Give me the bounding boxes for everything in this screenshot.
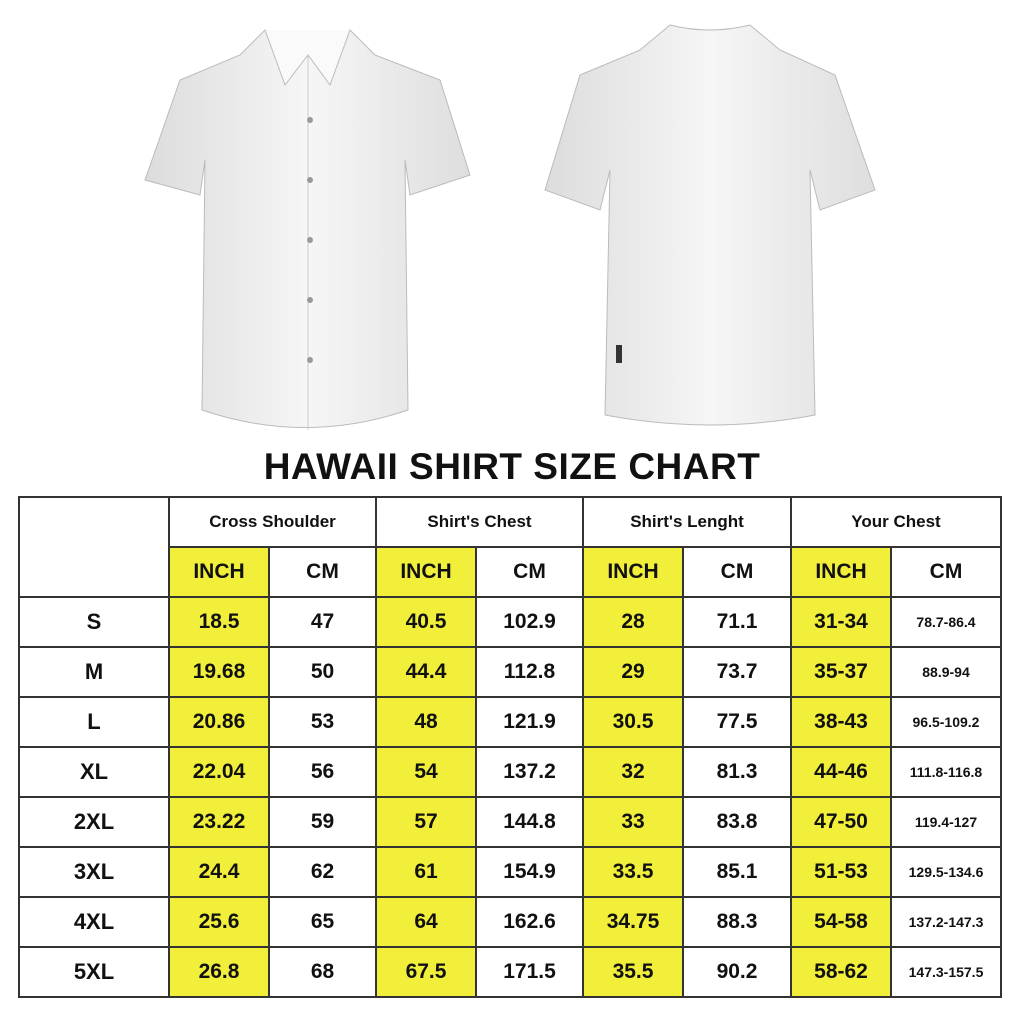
table-cell: 154.9 [475, 846, 584, 898]
table-cell: 34.75 [582, 896, 684, 948]
table-cell: 48 [375, 696, 477, 748]
table-cell: 56 [268, 746, 377, 798]
unit-header: CM [268, 546, 377, 598]
table-cell: 102.9 [475, 596, 584, 648]
size-label: M [18, 646, 170, 698]
table-cell: 29 [582, 646, 684, 698]
group-header: Shirt's Chest [375, 496, 584, 548]
table-cell: 23.22 [168, 796, 270, 848]
table-row: L 20.86 53 48 121.9 30.5 77.5 38-43 96.5-109.2 [18, 696, 1002, 748]
unit-header: CM [475, 546, 584, 598]
table-cell: 47 [268, 596, 377, 648]
group-header: Shirt's Lenght [582, 496, 792, 548]
table-cell: 31-34 [790, 596, 892, 648]
table-cell: 64 [375, 896, 477, 948]
table-cell: 162.6 [475, 896, 584, 948]
group-header-row: Cross Shoulder Shirt's Chest Shirt's Len… [18, 496, 1002, 598]
chart-title: HAWAII SHIRT SIZE CHART [263, 446, 761, 487]
table-cell: 77.5 [682, 696, 792, 748]
table-cell: 35-37 [790, 646, 892, 698]
table-cell: 35.5 [582, 946, 684, 998]
table-row: XL 22.04 56 54 137.2 32 81.3 44-46 111.8-116.8 [18, 746, 1002, 798]
table-cell: 47-50 [790, 796, 892, 848]
table-cell: 137.2 [475, 746, 584, 798]
unit-header: CM [682, 546, 792, 598]
table-cell: 54-58 [790, 896, 892, 948]
table-cell: 129.5-134.6 [890, 846, 1002, 898]
table-cell: 68 [268, 946, 377, 998]
size-label: 4XL [18, 896, 170, 948]
table-cell: 96.5-109.2 [890, 696, 1002, 748]
unit-header: INCH [375, 546, 477, 598]
table-cell: 50 [268, 646, 377, 698]
table-cell: 88.3 [682, 896, 792, 948]
table-cell: 65 [268, 896, 377, 948]
table-cell: 32 [582, 746, 684, 798]
table-cell: 24.4 [168, 846, 270, 898]
table-cell: 33 [582, 796, 684, 848]
table-row: 3XL 24.4 62 61 154.9 33.5 85.1 51-53 129.5-134.6 [18, 846, 1002, 898]
table-cell: 33.5 [582, 846, 684, 898]
table-cell: 28 [582, 596, 684, 648]
table-cell: 22.04 [168, 746, 270, 798]
table-cell: 81.3 [682, 746, 792, 798]
table-cell: 111.8-116.8 [890, 746, 1002, 798]
table-cell: 54 [375, 746, 477, 798]
size-label: L [18, 696, 170, 748]
table-cell: 71.1 [682, 596, 792, 648]
size-chart-table: Cross Shoulder Shirt's Chest Shirt's Len… [18, 496, 1002, 998]
table-cell: 137.2-147.3 [890, 896, 1002, 948]
table-cell: 62 [268, 846, 377, 898]
table-row: 4XL 25.6 65 64 162.6 34.75 88.3 54-58 137.2-147.… [18, 896, 1002, 948]
table-row: 5XL 26.8 68 67.5 171.5 35.5 90.2 58-62 147.3-157… [18, 946, 1002, 998]
unit-header: CM [890, 546, 1002, 598]
unit-header: INCH [790, 546, 892, 598]
table-cell: 30.5 [582, 696, 684, 748]
size-label: 2XL [18, 796, 170, 848]
shirt-front-image [144, 29, 471, 430]
table-cell: 44.4 [375, 646, 477, 698]
corner-cell [18, 496, 170, 598]
table-cell: 144.8 [475, 796, 584, 848]
table-cell: 88.9-94 [890, 646, 1002, 698]
group-header: Cross Shoulder [168, 496, 377, 548]
table-cell: 112.8 [475, 646, 584, 698]
table-row: 2XL 23.22 59 57 144.8 33 83.8 47-50 119.4-127 [18, 796, 1002, 848]
table-cell: 171.5 [475, 946, 584, 998]
table-row: S 18.5 47 40.5 102.9 28 71.1 31-34 78.7-86.4 [18, 596, 1002, 648]
shirt-back-image [544, 24, 876, 426]
unit-header: INCH [168, 546, 270, 598]
table-cell: 19.68 [168, 646, 270, 698]
size-label: S [18, 596, 170, 648]
unit-header: INCH [582, 546, 684, 598]
table-cell: 44-46 [790, 746, 892, 798]
table-cell: 26.8 [168, 946, 270, 998]
table-row: M 19.68 50 44.4 112.8 29 73.7 35-37 88.9-94 [18, 646, 1002, 698]
table-cell: 51-53 [790, 846, 892, 898]
table-cell: 73.7 [682, 646, 792, 698]
unit-header-row: INCH CM INCH CM INCH CM INCH CM [19, 546, 1002, 598]
group-header: Your Chest [790, 496, 1002, 548]
table-cell: 53 [268, 696, 377, 748]
table-cell: 40.5 [375, 596, 477, 648]
table-cell: 83.8 [682, 796, 792, 848]
table-cell: 38-43 [790, 696, 892, 748]
table-cell: 57 [375, 796, 477, 848]
table-cell: 78.7-86.4 [890, 596, 1002, 648]
table-cell: 59 [268, 796, 377, 848]
size-label: 3XL [18, 846, 170, 898]
table-cell: 121.9 [475, 696, 584, 748]
size-label: 5XL [18, 946, 170, 998]
table-cell: 85.1 [682, 846, 792, 898]
table-cell: 90.2 [682, 946, 792, 998]
table-cell: 18.5 [168, 596, 270, 648]
table-cell: 20.86 [168, 696, 270, 748]
size-label: XL [18, 746, 170, 798]
table-cell: 147.3-157.5 [890, 946, 1002, 998]
table-cell: 58-62 [790, 946, 892, 998]
table-cell: 119.4-127 [890, 796, 1002, 848]
table-cell: 61 [375, 846, 477, 898]
table-cell: 67.5 [375, 946, 477, 998]
table-cell: 25.6 [168, 896, 270, 948]
